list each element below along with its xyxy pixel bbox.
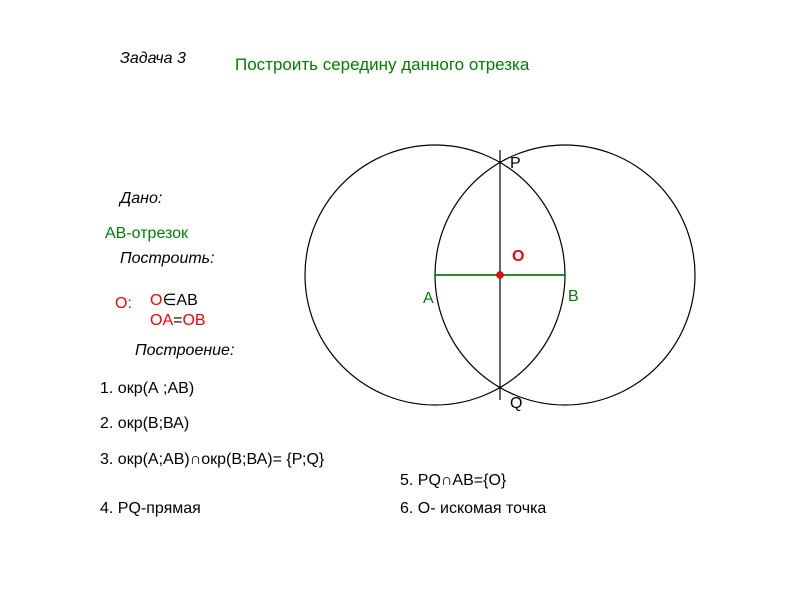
label-Q: Q xyxy=(510,395,522,413)
construction-diagram xyxy=(0,0,800,600)
label-P: P xyxy=(510,155,521,173)
label-O: О xyxy=(512,248,524,266)
label-B: B xyxy=(568,288,579,306)
label-A: A xyxy=(423,290,434,308)
